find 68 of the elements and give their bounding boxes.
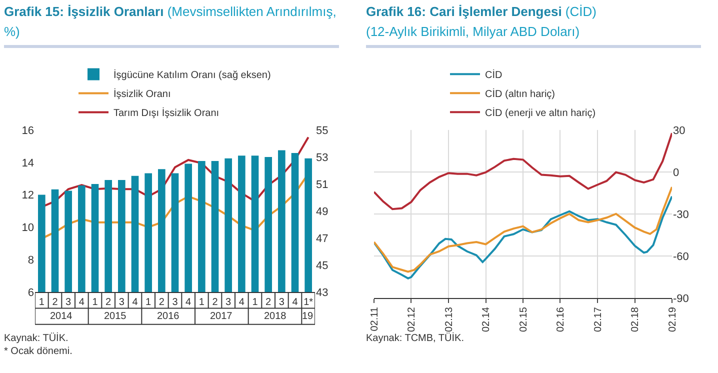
x-tick-label: 1 [252,297,258,308]
x-tick-label: 1 [146,297,152,308]
text: Kaynak: TÜİK. [4,333,68,344]
y-tick-label: 6 [28,286,34,299]
y2-tick-label: 45 [316,260,328,272]
x-tick-label: 1 [38,297,45,308]
y2-tick-label: 43 [316,286,328,299]
y-tick-label: 14 [22,157,34,170]
x-tick-label: 4 [238,297,245,308]
x-tick-label: 1* [304,297,314,308]
y-tick-label: -30 [673,208,689,221]
text: * Ocak dönemi. [4,346,72,357]
text: 19 [302,311,314,322]
legend-label: Tarım Dışı İşsizlik Oranı [114,107,220,120]
x-tick-label: 1 [198,297,205,308]
legend-label: CİD (enerji ve altın hariç) [485,107,596,120]
x-tick-label: 02.17 [592,306,604,332]
x-tick-label: 4 [132,297,138,308]
x-tick-label: 2 [52,297,58,308]
x-tick-label: 3 [172,297,178,308]
text: Kaynak: TCMB, TÜİK. [366,332,464,345]
chart-title: Grafik 15: İşsizlik Oranları [4,4,164,19]
x-tick-label: 4 [186,297,192,308]
x-tick-label: 3 [66,297,72,308]
y2-tick-label: 55 [316,124,328,137]
x-tick-label: 02.11 [369,306,380,332]
x-tick-label: 2 [212,297,218,308]
y-tick-label: -60 [673,250,689,263]
x-tick-label: 02.16 [555,306,566,332]
line-series [374,195,672,280]
y-tick-label: 10 [22,222,34,234]
chart-title: Grafik 16: Cari İşlemler Dengesi [366,4,562,19]
y2-tick-label: 49 [316,206,328,218]
x-tick-label: 02.15 [518,306,530,332]
x-tick-label: 02.18 [630,306,642,332]
x-tick-label: 02.14 [481,306,492,332]
legend-label: İşsizlik Oranı [114,88,171,100]
x-tick-label: 02.12 [406,306,418,332]
y-tick-label: 8 [28,254,34,266]
text: 2016 [157,311,180,322]
x-tick-label: 1 [92,297,98,308]
y-tick-label: -90 [673,292,689,305]
x-tick-label: 02.13 [444,306,455,332]
line-series [374,132,672,210]
text: 2015 [104,311,127,322]
x-tick-label: 2 [106,297,112,308]
x-tick-label: 3 [278,297,285,308]
x-tick-label: 4 [78,297,85,308]
legend-label: CİD [485,69,502,82]
y2-tick-label: 51 [316,178,328,191]
x-tick-label: 3 [118,297,125,308]
x-tick-label: 2 [266,297,272,308]
y-tick-label: 16 [22,124,34,137]
text: 2014 [50,311,73,322]
x-tick-label: 2 [158,297,165,308]
legend-label: İşgücüne Katılım Oranı (sağ eksen) [114,69,271,82]
text: 2018 [264,311,287,322]
x-tick-label: 3 [226,297,232,308]
x-tick-label: 4 [292,297,298,308]
legend-label: CİD (altın hariç) [485,88,556,100]
text: 2017 [210,311,233,322]
y2-tick-label: 47 [316,232,328,245]
y-tick-label: 12 [22,190,34,202]
y-tick-label: 30 [673,124,686,137]
line-series [374,186,672,273]
y-tick-label: 0 [673,166,680,179]
y2-tick-label: 53 [316,152,328,164]
x-tick-label: 02.19 [667,306,678,332]
